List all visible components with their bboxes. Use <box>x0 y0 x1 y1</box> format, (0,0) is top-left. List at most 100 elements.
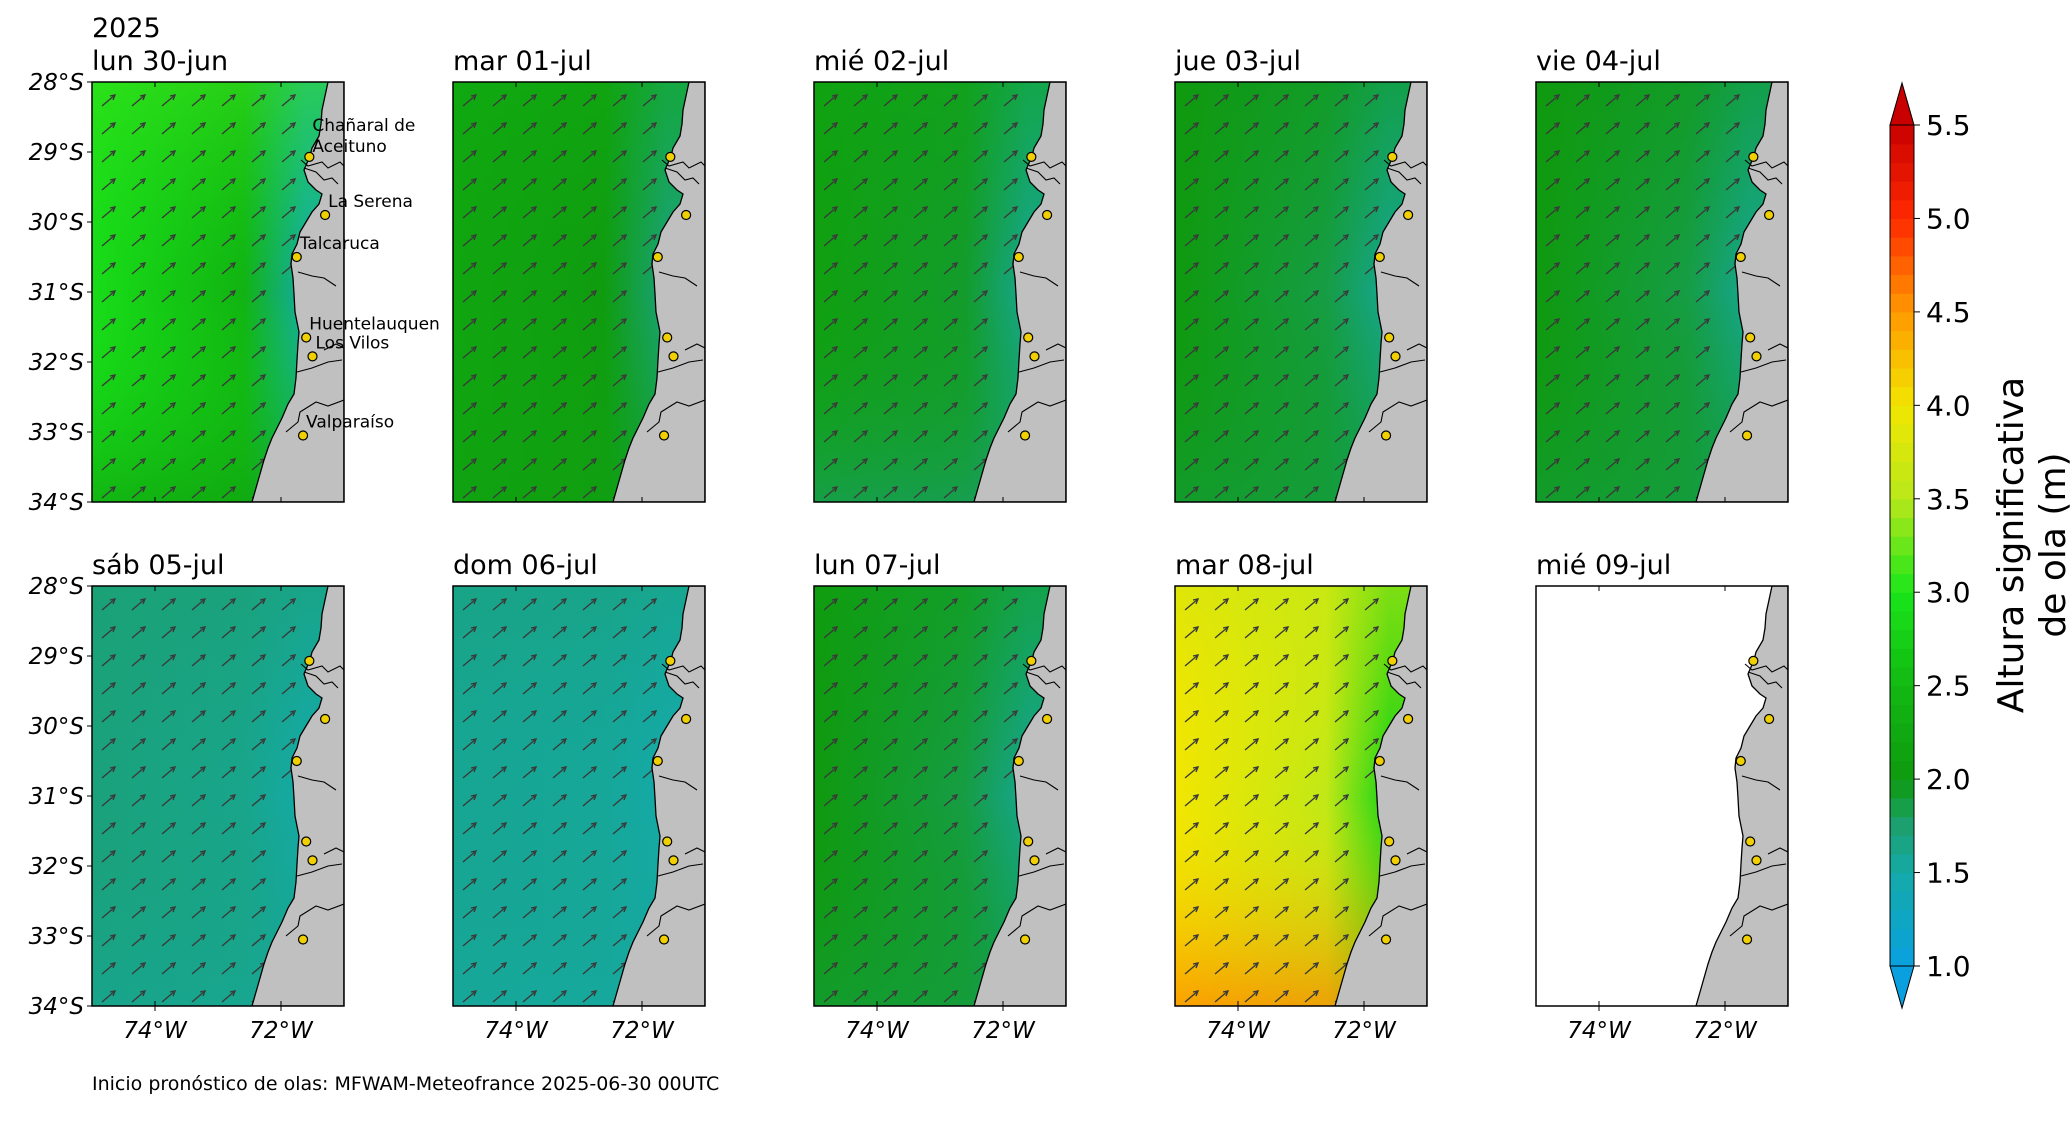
city-marker <box>658 430 670 441</box>
region-border <box>684 847 705 855</box>
city-marker <box>665 655 676 667</box>
region-border <box>285 399 344 433</box>
lon-tick-label: 72°W <box>1332 1018 1397 1044</box>
lat-tick-label: 31°S <box>29 280 84 306</box>
region-border <box>1386 167 1422 185</box>
map-panel: mar 01-jul <box>452 46 706 503</box>
city-marker <box>1023 332 1034 343</box>
city-marker <box>1026 151 1037 162</box>
region-border <box>297 271 337 287</box>
city-marker <box>680 713 692 725</box>
lat-tick-label: 33°S <box>29 924 84 950</box>
map-panel: vie 04-jul <box>1535 46 1789 503</box>
city-marker <box>1384 332 1395 343</box>
city-marker <box>307 351 318 362</box>
panel-title: vie 04-jul <box>1536 46 1661 77</box>
city-marker <box>658 934 670 945</box>
region-border <box>1022 159 1066 169</box>
colorbar-segment <box>1890 386 1914 406</box>
colorbar-segment <box>1890 367 1914 388</box>
colorbar-segment <box>1890 760 1914 780</box>
colorbar-segment <box>1890 237 1914 257</box>
colorbar-tick-label: 1.0 <box>1926 950 1971 983</box>
colorbar-tick-label: 5.5 <box>1926 109 1971 142</box>
city-label: Talcaruca <box>299 234 380 254</box>
region-border <box>1025 671 1061 689</box>
city-marker <box>1741 934 1753 945</box>
city-marker <box>1390 855 1401 866</box>
lat-tick-label: 33°S <box>29 420 84 446</box>
region-border <box>303 671 339 689</box>
panel-title: lun 30-jun <box>92 46 228 77</box>
colorbar-segment <box>1890 947 1914 967</box>
city-marker <box>1384 836 1395 847</box>
lon-tick-label: 72°W <box>971 1018 1036 1044</box>
city-label: Los Vilos <box>316 333 390 353</box>
lat-tick-label: 28°S <box>29 574 84 600</box>
city-marker <box>1763 209 1775 221</box>
colorbar-segment <box>1890 181 1914 201</box>
lon-tick-label: 72°W <box>610 1018 675 1044</box>
map-panel: jue 03-jul <box>1174 46 1428 503</box>
colorbar-tick-label: 5.0 <box>1926 202 1971 235</box>
colorbar-segment <box>1890 592 1914 612</box>
colorbar-segment <box>1890 779 1914 799</box>
region-border <box>303 167 339 185</box>
region-border <box>1406 343 1427 351</box>
colorbar-tick-label: 2.5 <box>1926 670 1971 703</box>
city-marker <box>1026 655 1037 667</box>
city-marker <box>1745 332 1756 343</box>
lat-tick-label: 28°S <box>29 70 84 96</box>
colorbar-frame <box>1889 124 1915 967</box>
region-border <box>300 663 344 673</box>
lat-tick-label: 29°S <box>29 140 84 166</box>
city-marker <box>1751 855 1762 866</box>
colorbar-tick-label: 2.0 <box>1926 763 1971 796</box>
colorbar-segment <box>1890 891 1914 911</box>
colorbar-label: Altura significativa <box>1991 377 2032 713</box>
lon-tick-label: 74°W <box>1206 1018 1271 1044</box>
panel-title: sáb 05-jul <box>92 550 225 581</box>
city-marker <box>297 430 309 441</box>
region-border <box>661 663 705 673</box>
city-marker <box>1763 713 1775 725</box>
wave-direction-arrows <box>823 598 1019 1003</box>
region-border <box>296 359 343 373</box>
colorbar-segment <box>1890 704 1914 724</box>
panel-frame <box>1535 81 1789 503</box>
wave-direction-arrows <box>101 94 297 499</box>
city-marker <box>1013 251 1024 263</box>
colorbar-segment <box>1890 816 1914 836</box>
city-marker <box>1029 855 1040 866</box>
city-marker <box>304 151 315 162</box>
city-marker <box>1029 351 1040 362</box>
panel-title: mar 01-jul <box>453 46 592 77</box>
city-marker <box>1735 251 1746 263</box>
city-marker <box>1374 251 1385 263</box>
city-marker <box>1402 713 1414 725</box>
colorbar-segment <box>1890 741 1914 762</box>
wave-direction-arrows <box>1184 598 1380 1003</box>
colorbar-segment <box>1890 723 1914 743</box>
colorbar-tick-label: 3.5 <box>1926 483 1971 516</box>
lat-tick-label: 30°S <box>29 210 84 236</box>
region-border <box>657 863 704 877</box>
city-label: Chañaral de <box>312 116 415 136</box>
panel-title: mié 02-jul <box>814 46 949 77</box>
colorbar-segment <box>1890 311 1914 332</box>
colorbar: 1.0 1.5 2.0 2.5 3.0 3.5 4.0 4.5 5.0 5.5 Altura sig… <box>1889 81 2070 1010</box>
city-marker <box>1748 655 1759 667</box>
panel-frame <box>1174 585 1428 1007</box>
colorbar-segment <box>1890 648 1914 668</box>
map-panel: mar 08-jul 74°W 72°W <box>1174 550 1428 1044</box>
region-border <box>1025 167 1061 185</box>
region-border <box>1744 663 1788 673</box>
city-marker <box>1402 209 1414 221</box>
city-marker <box>1041 209 1053 221</box>
city-marker <box>301 332 312 343</box>
region-border <box>1018 359 1065 373</box>
region-border <box>296 863 343 877</box>
region-border <box>1741 271 1781 287</box>
region-border <box>646 399 705 433</box>
region-border <box>657 359 704 373</box>
